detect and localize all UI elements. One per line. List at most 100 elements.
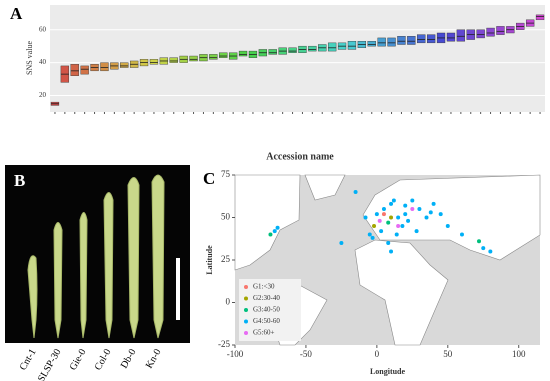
point	[477, 239, 481, 244]
point	[268, 232, 273, 237]
y-tick-label: 60	[39, 25, 47, 33]
legend-label: G3:40-50	[253, 306, 280, 314]
box	[456, 29, 466, 42]
y-axis-label: Latitude	[205, 245, 214, 275]
photo-label: Kn-0	[144, 347, 164, 370]
x-axis-label: Accession name	[266, 151, 334, 162]
point	[394, 232, 399, 237]
panel-label: A	[10, 4, 23, 23]
y-tick-label: 40	[39, 58, 47, 66]
photo-label: Col-0	[93, 347, 114, 372]
box	[238, 50, 248, 57]
point	[414, 229, 419, 234]
point	[381, 207, 386, 211]
point	[417, 207, 422, 211]
plot-background	[50, 5, 545, 112]
x-tick-label: -50	[300, 349, 312, 359]
point	[381, 212, 386, 217]
point	[379, 229, 384, 234]
legend-key	[244, 285, 248, 289]
point	[367, 232, 372, 237]
box	[308, 45, 317, 52]
box	[535, 14, 545, 21]
point	[410, 207, 415, 211]
x-tick-label: -100	[227, 349, 244, 359]
box	[219, 52, 228, 58]
point	[275, 225, 280, 230]
point	[374, 212, 379, 217]
point	[339, 241, 344, 245]
y-tick-label: 25	[221, 254, 231, 264]
x-tick-label: 100	[512, 349, 526, 359]
point	[363, 215, 368, 220]
legend-label: G4:50-60	[253, 317, 280, 325]
point	[386, 220, 391, 225]
point	[377, 218, 382, 223]
point	[431, 201, 436, 206]
point	[389, 249, 394, 254]
box	[377, 37, 386, 47]
legend-label: G1:<30	[253, 283, 275, 291]
point	[481, 246, 486, 251]
box	[80, 65, 89, 75]
map-land	[234, 174, 541, 346]
y-tick-label: 20	[39, 91, 47, 99]
x-tick-label: 0	[375, 349, 380, 359]
box	[496, 26, 505, 35]
y-tick-label: -25	[218, 339, 230, 349]
box	[70, 64, 79, 76]
scale-bar	[176, 258, 180, 320]
box	[288, 47, 297, 53]
box	[347, 41, 357, 50]
x-axis-label: Longitude	[370, 367, 406, 376]
legend-box	[239, 279, 301, 341]
box	[476, 29, 485, 39]
panel-label: B	[14, 171, 25, 190]
photo-label: Db-0	[119, 347, 139, 370]
point	[445, 224, 450, 228]
box	[100, 62, 109, 72]
legend-label: G2:30-40	[253, 294, 280, 302]
box	[387, 37, 396, 47]
point	[403, 212, 408, 217]
x-tick-label: 50	[443, 349, 453, 359]
point	[353, 190, 358, 194]
point	[406, 218, 411, 223]
box	[407, 36, 416, 45]
box	[367, 41, 376, 47]
photo-label: SLSP-30	[36, 347, 64, 381]
legend-key	[244, 319, 248, 324]
box	[169, 57, 178, 63]
point	[391, 198, 396, 203]
legend-label: G5:60+	[253, 329, 275, 337]
box	[268, 49, 277, 55]
y-tick-label: 75	[221, 169, 231, 179]
legend-key	[244, 331, 248, 335]
box	[189, 55, 198, 62]
point	[372, 224, 377, 228]
point	[396, 215, 401, 220]
y-tick-label: 0	[226, 297, 231, 307]
point	[389, 215, 394, 220]
box	[149, 59, 159, 65]
legend-key	[244, 296, 248, 301]
point	[386, 241, 391, 245]
point	[396, 224, 401, 228]
point	[410, 198, 415, 203]
box	[486, 27, 495, 37]
point	[403, 203, 408, 208]
box	[426, 34, 436, 44]
box	[417, 34, 426, 44]
box	[120, 62, 129, 68]
point	[389, 201, 394, 206]
box	[209, 54, 218, 60]
photo-label: Cnt-1	[18, 347, 39, 372]
point	[459, 232, 464, 237]
point	[370, 235, 375, 240]
y-tick-label: 50	[221, 212, 231, 222]
point	[428, 210, 433, 215]
siliques	[27, 174, 165, 339]
point	[488, 249, 493, 254]
y-axis-label: SNS value	[25, 41, 34, 75]
